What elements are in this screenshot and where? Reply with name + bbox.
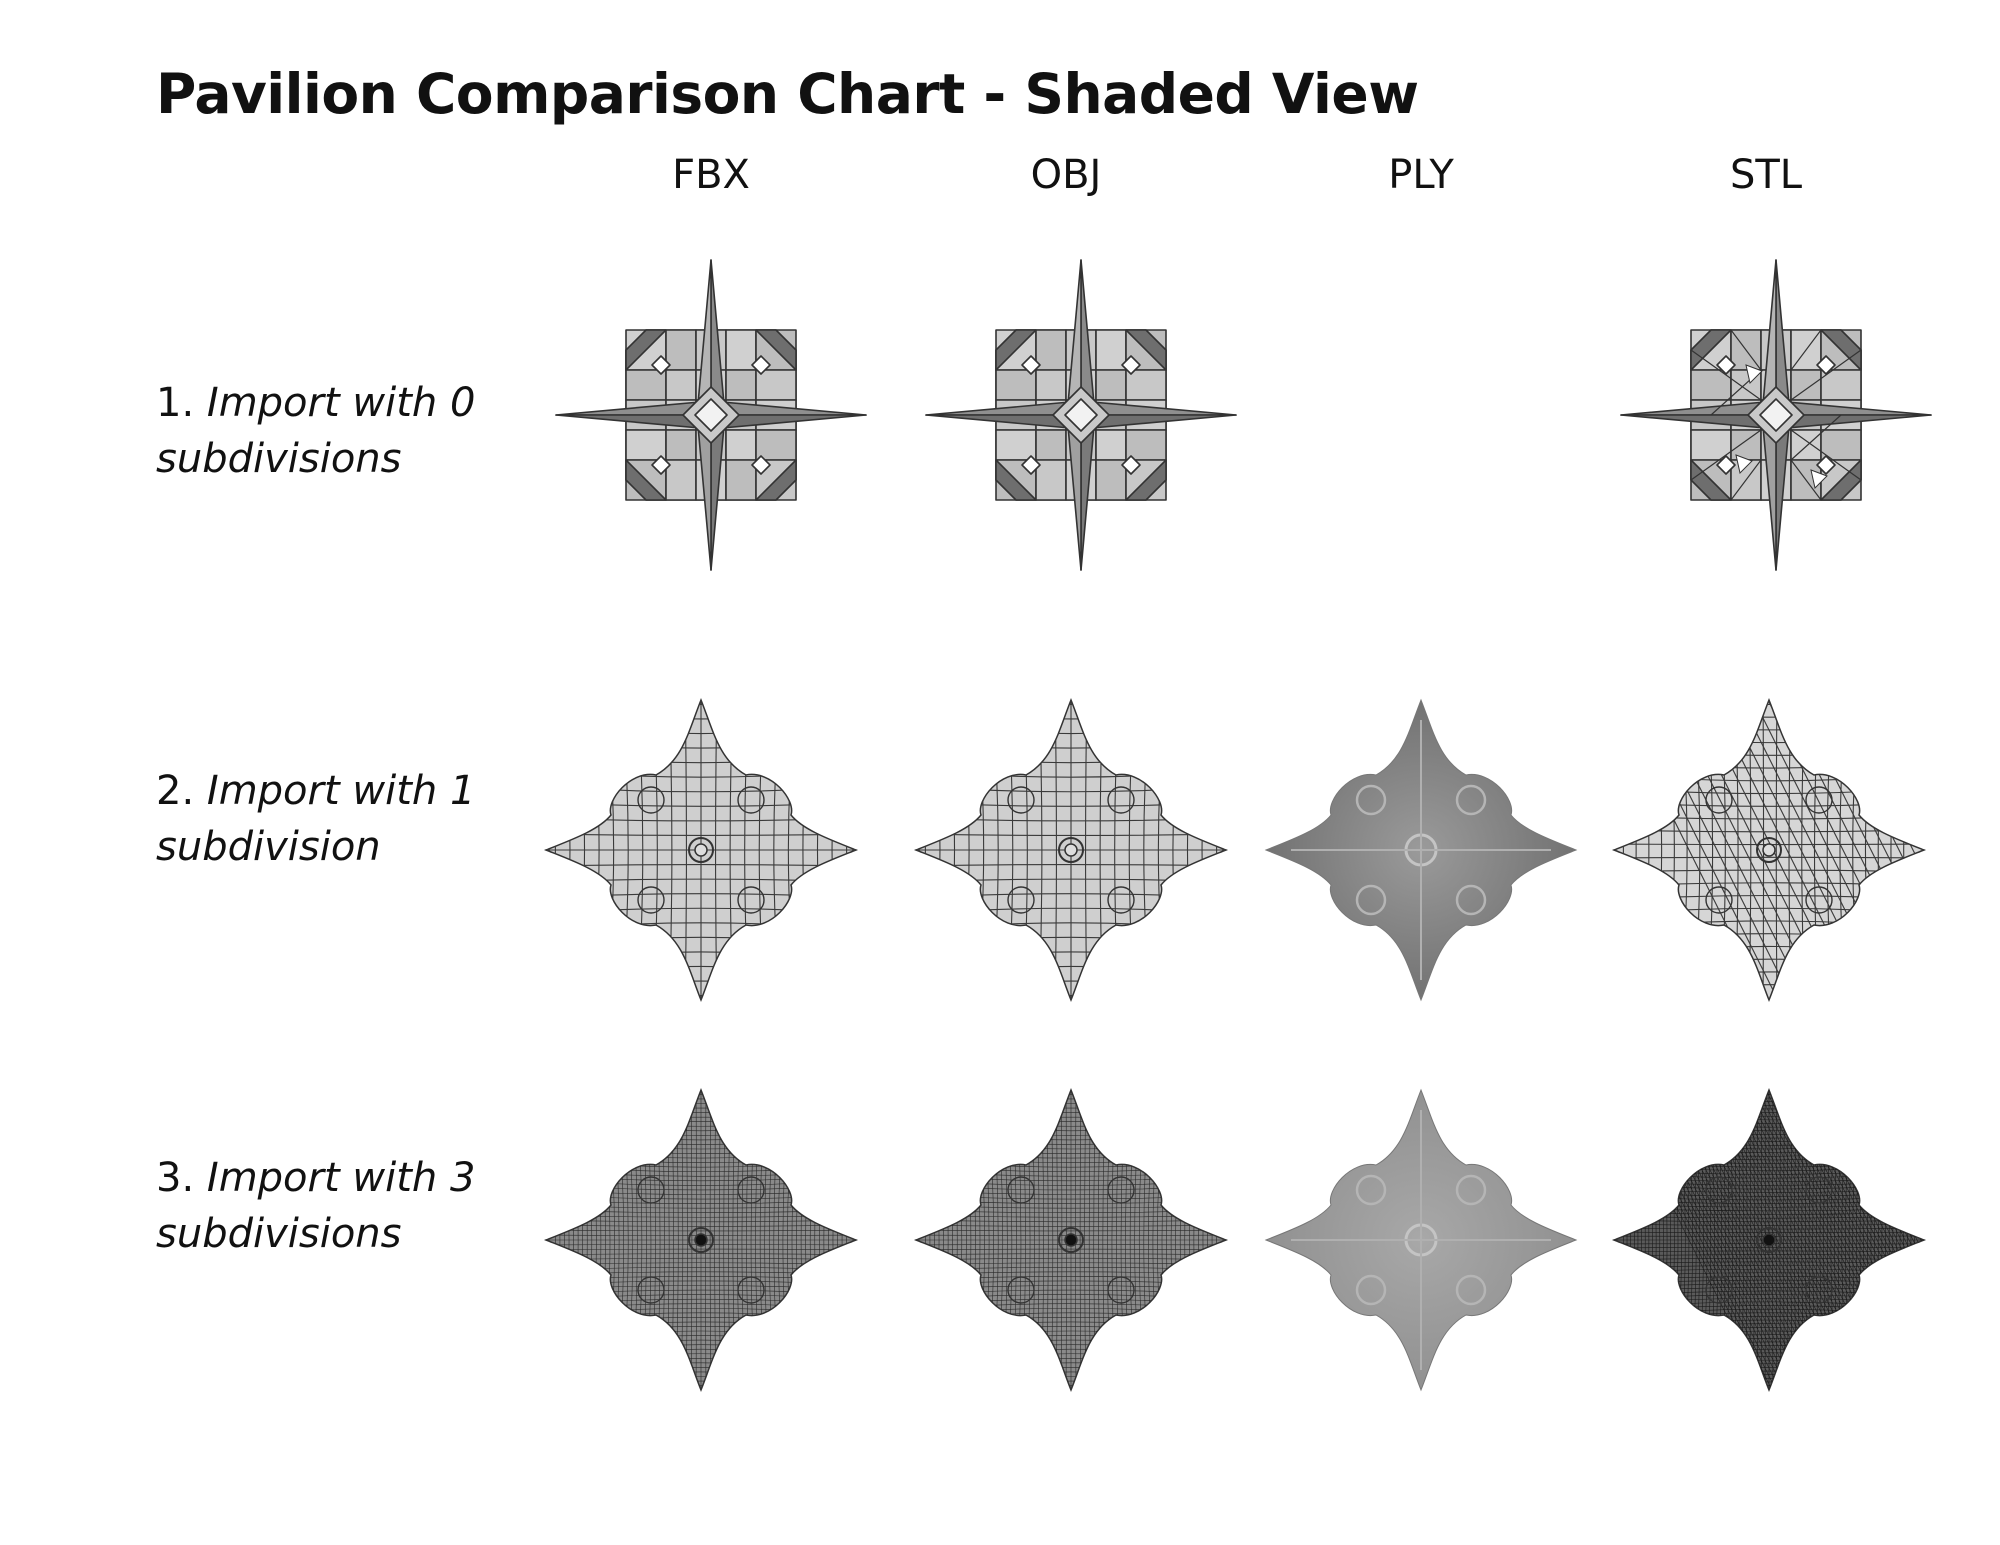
render-fbx-0 xyxy=(551,255,871,575)
column-header-fbx: FBX xyxy=(672,152,750,198)
render-obj-0 xyxy=(921,255,1241,575)
pavilion-render-star-tri xyxy=(1620,259,1932,571)
pavilion-render-dense-mesh xyxy=(543,1087,859,1393)
render-stl-3 xyxy=(1609,1080,1929,1400)
row-text-line2: subdivision xyxy=(156,824,381,870)
row-text-line2: subdivisions xyxy=(156,436,402,482)
row-text-line1: Import with 1 xyxy=(206,768,476,814)
render-fbx-3 xyxy=(541,1080,861,1400)
chart-title: Pavilion Comparison Chart - Shaded View xyxy=(156,62,1419,126)
row-text-line1: Import with 0 xyxy=(206,380,476,426)
row-label-0-subdivisions: 1. Import with 0 subdivisions xyxy=(156,375,536,487)
row-number: 2. xyxy=(156,768,195,814)
pavilion-render-dense-mesh xyxy=(913,1087,1229,1393)
render-ply-0 xyxy=(1261,255,1581,575)
pavilion-render-star xyxy=(555,259,867,571)
row-text-line1: Import with 3 xyxy=(206,1155,476,1201)
render-stl-1 xyxy=(1609,690,1929,1010)
pavilion-render-star xyxy=(925,259,1237,571)
row-text-line2: subdivisions xyxy=(156,1211,402,1257)
pavilion-render-smooth xyxy=(1264,698,1578,1002)
pavilion-render-quad-mesh xyxy=(913,697,1229,1003)
pavilion-render-dense-mesh-dark xyxy=(1611,1087,1927,1393)
row-number: 3. xyxy=(156,1155,195,1201)
column-header-obj: OBJ xyxy=(1030,152,1102,198)
column-header-stl: STL xyxy=(1729,152,1803,198)
render-ply-3 xyxy=(1261,1080,1581,1400)
pavilion-render-smooth xyxy=(1264,1088,1578,1392)
row-number: 1. xyxy=(156,380,195,426)
pavilion-render-tri-mesh xyxy=(1611,697,1927,1003)
render-fbx-1 xyxy=(541,690,861,1010)
render-ply-1 xyxy=(1261,690,1581,1010)
pavilion-render-quad-mesh xyxy=(543,697,859,1003)
render-stl-0 xyxy=(1616,255,1936,575)
render-obj-3 xyxy=(911,1080,1231,1400)
row-label-3-subdivisions: 3. Import with 3 subdivisions xyxy=(156,1150,536,1262)
render-obj-1 xyxy=(911,690,1231,1010)
column-header-ply: PLY xyxy=(1388,152,1454,198)
row-label-1-subdivision: 2. Import with 1 subdivision xyxy=(156,763,536,875)
